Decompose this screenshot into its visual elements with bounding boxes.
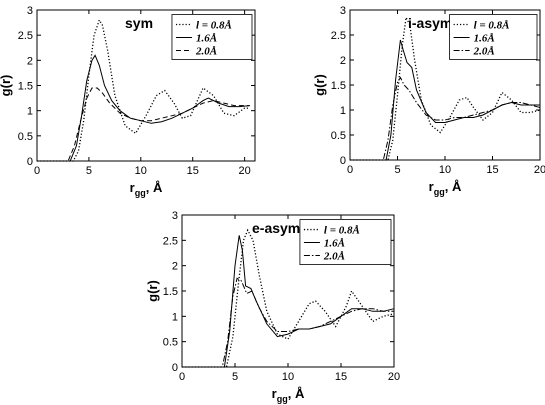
y-tick-label: 3 [340, 5, 346, 17]
y-tick-label: 1.5 [18, 81, 33, 93]
x-axis-label-subscript: gg [135, 188, 146, 198]
y-axis-label: g(r) [145, 280, 160, 302]
panel-title: i-asym [408, 15, 452, 31]
x-axis-label: rgg, Å [130, 180, 163, 198]
y-tick-label: 1.5 [331, 80, 346, 92]
x-axis-label-subscript: gg [277, 394, 288, 404]
x-axis-label-subscript: gg [434, 187, 445, 197]
legend-label-2: 1.6Å [324, 238, 345, 250]
x-axis-label: rgg, Å [272, 386, 305, 404]
y-tick-label: 3 [27, 5, 33, 17]
x-tick-label: 5 [232, 371, 238, 383]
legend-label-3: 2.0Å [195, 46, 217, 58]
chart-panel-i-asym: 00.511.522.530 5 10 15 20g(r)rgg, Åi-asym l =… [312, 5, 545, 197]
y-tick-label: 0 [172, 362, 178, 374]
y-tick-label: 0.5 [163, 337, 178, 349]
y-tick-label: 2 [172, 261, 178, 273]
legend-label-1: l = 0.8Å [324, 225, 360, 237]
y-tick-label: 1 [27, 106, 33, 118]
y-tick-label: 2.5 [331, 30, 346, 42]
y-axis-label: g(r) [0, 75, 13, 97]
series-line-2 [182, 235, 395, 368]
y-tick-label: 0.5 [331, 130, 346, 142]
x-tick-label: 10 [282, 371, 294, 383]
x-tick-label: 5 [86, 165, 92, 177]
x-axis-label-main: r [429, 179, 434, 194]
legend: l = 0.8Å1.6Å2.0Å [449, 14, 538, 60]
y-axis-label: g(r) [312, 74, 327, 96]
y-tick-label: 2 [340, 55, 346, 67]
y-tick-label: 0 [27, 156, 33, 168]
y-tick-label: 1 [340, 105, 346, 117]
x-axis-label-main: r [272, 386, 277, 401]
x-tick-label: 10 [439, 164, 451, 176]
legend: l = 0.8Å1.6Å2.0Å [299, 219, 392, 265]
legend-label-1: l = 0.8Å [196, 20, 232, 32]
series-line-3 [350, 76, 541, 161]
x-tick-label: 10 [135, 165, 147, 177]
y-tick-label: 1.5 [163, 286, 178, 298]
legend-label-2: 1.6Å [196, 33, 217, 45]
y-tick-label: 3 [172, 210, 178, 222]
x-tick-label: 0 [34, 165, 40, 177]
y-tick-label: 2.5 [18, 30, 33, 42]
legend-label-3: 2.0Å [323, 251, 345, 263]
x-tick-label: 20 [534, 164, 545, 176]
y-tick-label: 0.5 [18, 131, 33, 143]
series-line-2 [350, 39, 540, 161]
series-line-2 [37, 54, 250, 162]
x-tick-label: 20 [388, 371, 400, 383]
legend-label-3: 2.0Å [473, 46, 495, 58]
x-tick-label: 20 [238, 165, 250, 177]
series-line-1 [350, 15, 541, 161]
legend-label-1: l = 0.8Å [474, 20, 510, 32]
series-line-3 [182, 277, 394, 368]
x-tick-label: 15 [187, 165, 199, 177]
x-tick-label: 0 [347, 164, 353, 176]
panel-title: e-asym [252, 220, 300, 236]
x-axis-label-main: r [130, 180, 135, 195]
y-tick-label: 1 [172, 311, 178, 323]
series-line-3 [37, 87, 250, 162]
series-line-1 [37, 18, 250, 162]
x-axis-label-unit: , Å [445, 179, 462, 194]
y-tick-label: 0 [340, 155, 346, 167]
x-tick-label: 5 [394, 164, 400, 176]
legend-label-2: 1.6Å [474, 33, 495, 45]
chart-panel-e-asym: 00.511.522.530 5 10 15 20g(r)rgg, Åe-asym l =… [145, 210, 400, 404]
x-tick-label: 15 [486, 164, 498, 176]
x-axis-label: rgg, Å [429, 179, 462, 197]
legend: l = 0.8Å1.6Å2.0Å [171, 14, 253, 60]
x-tick-label: 0 [179, 371, 185, 383]
y-tick-label: 2 [27, 55, 33, 67]
y-tick-label: 2.5 [163, 235, 178, 247]
x-tick-label: 15 [335, 371, 347, 383]
panel-title: sym [125, 15, 153, 31]
x-axis-label-unit: , Å [288, 386, 305, 401]
x-axis-label-unit: , Å [146, 180, 163, 195]
chart-panel-sym: 0 0.5 1 1.5 2 2.5 3 0 5 10 15 20 g(r) rgg, Å sym l = 0.… [0, 5, 256, 198]
